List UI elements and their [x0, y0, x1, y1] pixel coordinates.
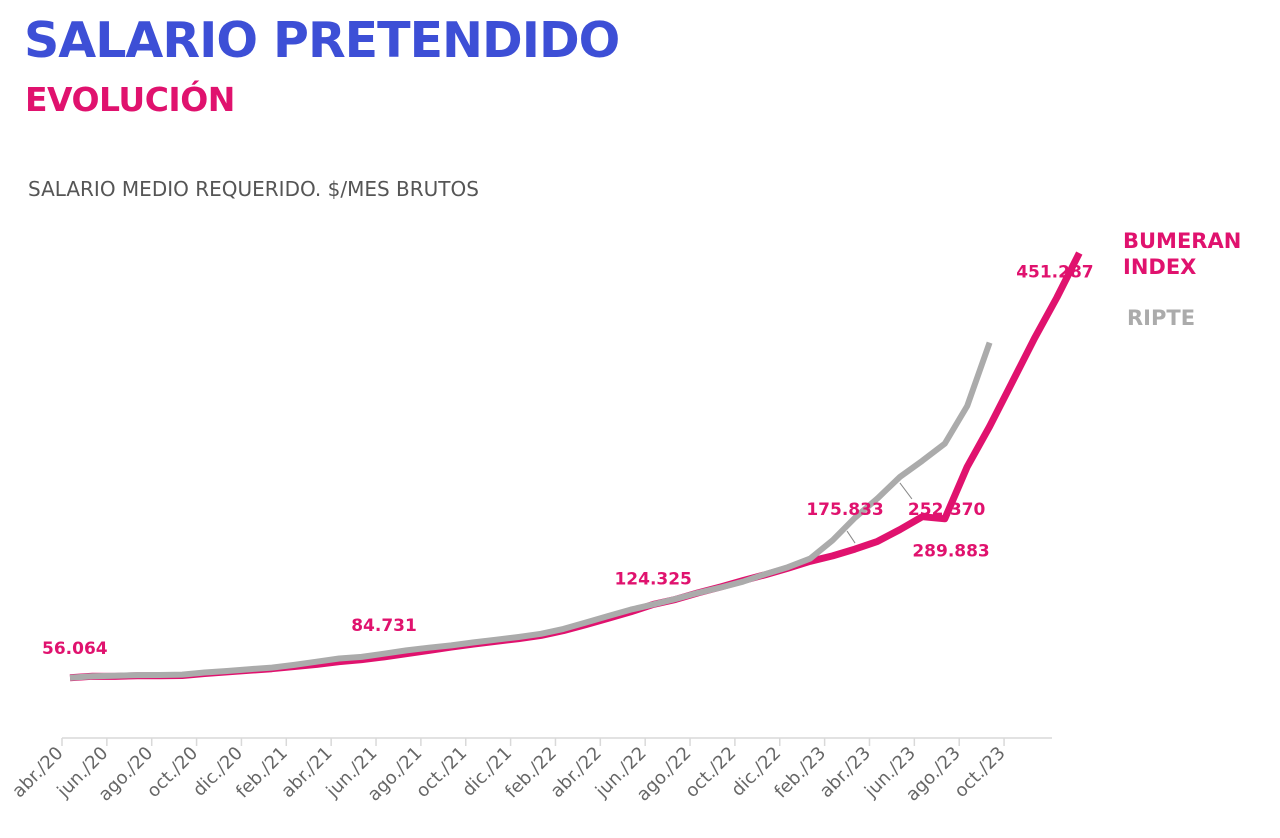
page-subtitle: EVOLUCIÓN [25, 80, 235, 119]
x-tick-label: oct./23 [950, 743, 1009, 802]
legend-bumeran-index: BUMERAN INDEX [1123, 228, 1263, 280]
legend-ripte: RIPTE [1127, 305, 1195, 331]
series-line-ripte [69, 341, 993, 681]
chart-title: SALARIO MEDIO REQUERIDO. $/MES BRUTOS [28, 177, 479, 201]
x-tick-label: oct./20 [143, 743, 202, 802]
data-label: 84.731 [351, 616, 417, 636]
data-label: 175.833 [806, 500, 883, 520]
data-labels: 56.064 84.731 124.325 175.833 252.370 289.883… [42, 262, 1094, 658]
page-title: SALARIO PRETENDIDO [24, 12, 620, 69]
series-lines [69, 251, 1083, 682]
x-tick-label: oct./21 [412, 743, 471, 802]
data-label: 451.287 [1016, 262, 1093, 282]
data-label: 124.325 [614, 569, 691, 589]
legend-label-bumeran-index: BUMERAN INDEX [1123, 229, 1242, 279]
data-label: 252.370 [908, 500, 986, 520]
x-tick-label: oct./22 [681, 743, 740, 802]
data-label: 56.064 [42, 639, 108, 659]
label-leader-line [899, 482, 913, 500]
x-axis: abr./20jun./20ago./20oct./20dic./20feb./… [8, 737, 1052, 806]
label-leader-line [846, 530, 856, 544]
series-line-bumeran-index [69, 251, 1083, 682]
legend-label-ripte: RIPTE [1127, 306, 1196, 330]
data-label: 289.883 [912, 542, 989, 562]
